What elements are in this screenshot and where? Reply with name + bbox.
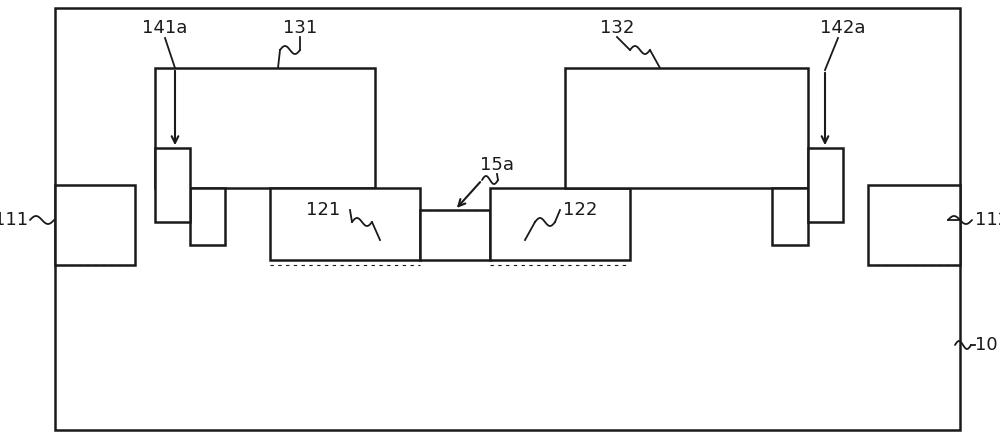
Text: 141a: 141a <box>142 19 188 37</box>
Bar <box>155 148 190 222</box>
Text: 15a: 15a <box>480 156 514 174</box>
Bar <box>155 68 375 188</box>
Bar <box>565 68 808 188</box>
Text: 122: 122 <box>563 201 597 219</box>
Bar <box>190 188 225 245</box>
Text: 121: 121 <box>306 201 340 219</box>
Text: 132: 132 <box>600 19 634 37</box>
Bar <box>772 188 808 245</box>
Bar <box>490 188 630 260</box>
Bar <box>420 210 490 260</box>
Text: 111: 111 <box>0 211 28 229</box>
Text: 142a: 142a <box>820 19 866 37</box>
Bar <box>55 185 135 265</box>
Text: 112: 112 <box>975 211 1000 229</box>
Text: 131: 131 <box>283 19 317 37</box>
Text: 10: 10 <box>975 336 998 354</box>
Bar <box>808 148 843 222</box>
Bar <box>868 185 960 265</box>
Bar <box>270 188 420 260</box>
